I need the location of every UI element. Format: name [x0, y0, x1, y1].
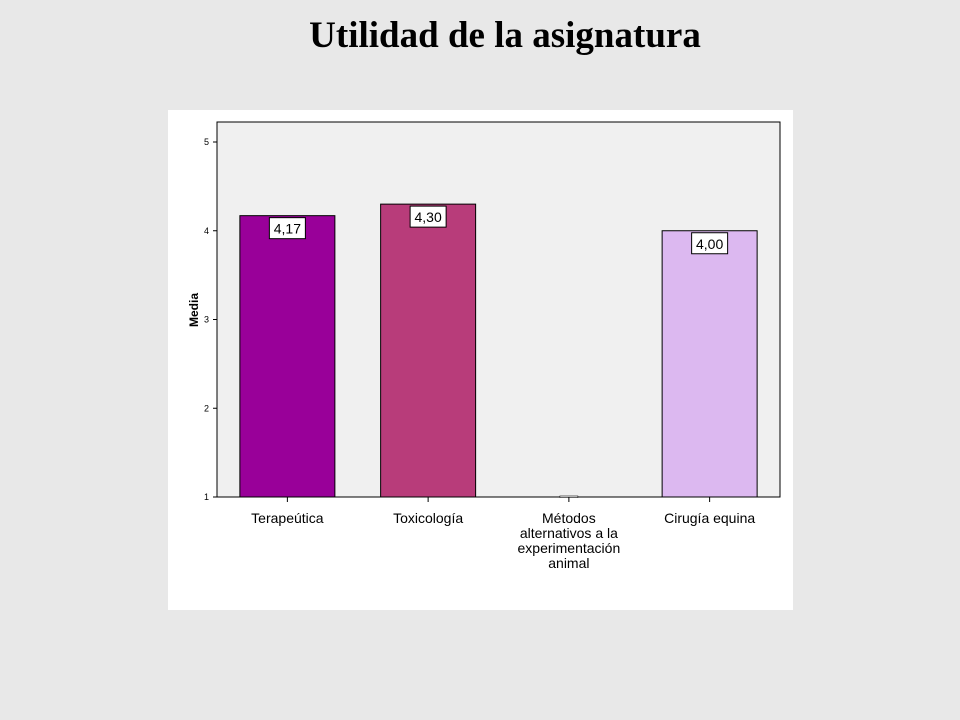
value-label-box [691, 232, 729, 255]
x-category-line: alternativos a la [520, 525, 618, 541]
bar-chart: 1 2 3 4 5 4,17 4,30 4,00 Terapeútica Toxicologí… [187, 121, 781, 571]
x-category-line: Métodos [542, 510, 596, 526]
x-category-line: Cirugía equina [664, 510, 755, 526]
y-tick-label: 1 [204, 492, 209, 502]
x-category-line: animal [548, 555, 589, 571]
bars: 4,17 4,30 4,00 [239, 203, 758, 498]
chart-panel: 1 2 3 4 5 4,17 4,30 4,00 Terapeútica Toxicologí… [168, 110, 793, 610]
x-category-line: Toxicología [393, 510, 463, 526]
y-tick-label: 2 [204, 403, 209, 413]
x-category-line: experimentación [518, 540, 621, 556]
value-label-box [409, 205, 447, 228]
y-tick-label: 5 [204, 137, 209, 147]
bar-0 [239, 215, 336, 498]
bar-3 [661, 230, 758, 498]
y-axis: 1 2 3 4 5 [204, 137, 217, 502]
bar-1 [380, 203, 477, 498]
value-label: 4,00 [696, 236, 723, 252]
y-tick-label: 4 [204, 226, 209, 236]
value-label-box [268, 217, 306, 240]
x-category-label: Métodos alternativos a la experimentación a… [518, 510, 621, 571]
x-category-line: Terapeútica [251, 510, 324, 526]
y-tick-label: 3 [204, 315, 209, 325]
slide-title: Utilidad de la asignatura [309, 15, 701, 56]
x-category-label: Terapeútica [251, 510, 324, 526]
x-category-label: Toxicología [393, 510, 463, 526]
x-axis: Terapeútica Toxicología Métodos alternativo… [251, 497, 755, 571]
x-category-label: Cirugía equina [664, 510, 755, 526]
value-label: 4,30 [415, 209, 442, 225]
y-axis-title: Media [187, 293, 201, 327]
value-label: 4,17 [274, 221, 301, 237]
